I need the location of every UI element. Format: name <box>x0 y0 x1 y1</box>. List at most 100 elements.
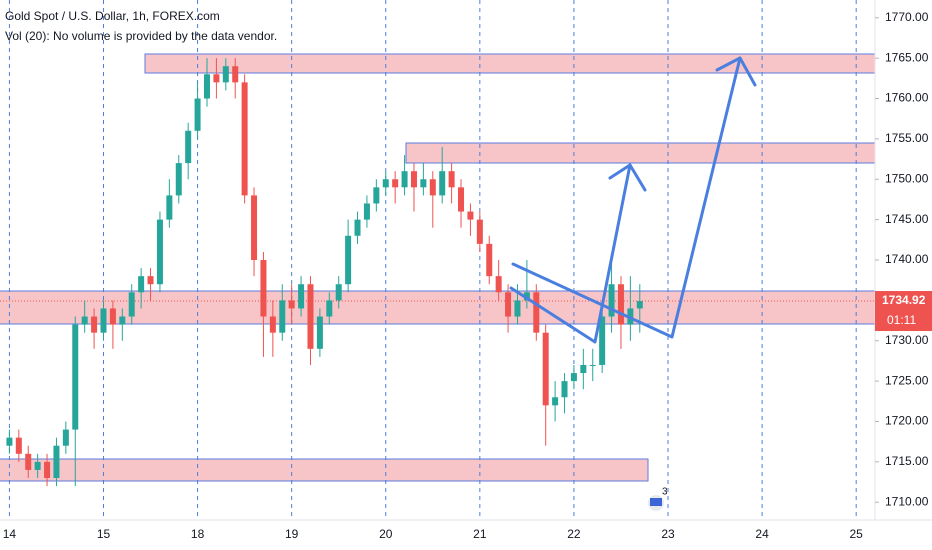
drawings <box>0 53 876 482</box>
candle-body <box>429 179 436 196</box>
candle-body <box>307 284 314 349</box>
candle-body <box>476 219 483 244</box>
candle-body <box>175 163 182 196</box>
candle-body <box>467 211 474 220</box>
x-tick-label: 22 <box>567 527 581 541</box>
candle-body <box>495 276 502 293</box>
candle-body <box>570 373 577 382</box>
candle-body <box>608 284 615 317</box>
last-price-box <box>875 291 932 332</box>
y-tick-label: 1745.00 <box>885 212 929 226</box>
candle-body <box>232 66 239 83</box>
candle-body <box>109 308 116 325</box>
resistance-zone[interactable] <box>405 142 876 164</box>
candle-body <box>486 243 493 277</box>
candle-body <box>251 195 258 260</box>
candle-body <box>25 453 32 470</box>
y-tick-label: 1765.00 <box>885 50 929 64</box>
candle-body <box>420 179 427 188</box>
y-tick-label: 1760.00 <box>885 91 929 105</box>
support-zone[interactable] <box>0 290 876 325</box>
trend-drawings <box>509 56 757 344</box>
trend-arrow[interactable] <box>511 56 742 339</box>
badge-count: 3 <box>662 487 668 498</box>
arrow-head <box>715 56 757 87</box>
candle-body <box>363 203 370 220</box>
candle-body <box>128 292 135 317</box>
support-zone[interactable] <box>0 458 649 482</box>
candle-body <box>458 187 465 212</box>
candle-body <box>44 461 51 479</box>
x-tick-label: 23 <box>661 527 675 541</box>
events-badge[interactable]: 3 <box>648 487 668 511</box>
trend-arrow[interactable] <box>509 163 632 344</box>
candle-body <box>617 284 624 325</box>
candle-body <box>552 397 559 406</box>
y-tick-label: 1710.00 <box>885 494 929 508</box>
candle-body <box>448 171 455 188</box>
x-tick-label: 20 <box>379 527 393 541</box>
candle-body <box>203 74 210 99</box>
candle-body <box>542 332 549 406</box>
y-tick-label: 1770.00 <box>885 10 929 24</box>
candle-body <box>589 364 596 366</box>
candle-body <box>213 74 220 83</box>
candle-body <box>156 219 163 285</box>
x-tick-label: 18 <box>191 527 205 541</box>
chart-title: Gold Spot / U.S. Dollar, 1h, FOREX.com <box>5 9 220 23</box>
candle-body <box>392 179 399 188</box>
candle-body <box>316 316 323 349</box>
candle-body <box>439 171 446 196</box>
candle-body <box>147 276 154 285</box>
y-tick-label: 1725.00 <box>885 373 929 387</box>
candle-body <box>15 437 22 454</box>
y-tick-label: 1755.00 <box>885 131 929 145</box>
candle-body <box>166 195 173 220</box>
y-tick-label: 1720.00 <box>885 414 929 428</box>
x-tick-label: 14 <box>3 527 17 541</box>
flag-icon <box>650 498 662 506</box>
candle-body <box>91 316 98 333</box>
candle-body <box>279 300 286 333</box>
candle-body <box>53 445 60 479</box>
candle-body <box>514 300 521 317</box>
countdown-label: 01:11 <box>887 313 916 327</box>
x-tick-label: 21 <box>473 527 487 541</box>
candle-body <box>382 179 389 188</box>
candle-body <box>326 300 333 317</box>
resistance-zone[interactable] <box>144 53 876 74</box>
candle-body <box>505 292 512 317</box>
candle-body <box>269 316 276 333</box>
candle-body <box>580 364 587 374</box>
candle-body <box>138 276 145 293</box>
candle-body <box>354 219 361 236</box>
candle-body <box>533 292 540 333</box>
candle-body <box>523 292 530 301</box>
candle-body <box>260 260 267 317</box>
y-tick-label: 1730.00 <box>885 333 929 347</box>
y-tick-label: 1740.00 <box>885 252 929 266</box>
candle-body <box>373 187 380 204</box>
candle-body <box>335 284 342 301</box>
arrow-head <box>608 163 647 192</box>
y-tick-label: 1750.00 <box>885 171 929 185</box>
y-tick-label: 1715.00 <box>885 454 929 468</box>
x-tick-label: 15 <box>97 527 111 541</box>
candle-body <box>185 130 192 164</box>
candle-body <box>561 381 568 398</box>
candle-body <box>636 301 643 309</box>
candle-body <box>6 437 13 446</box>
x-tick-label: 24 <box>755 527 769 541</box>
candle-body <box>222 66 229 83</box>
x-tick-label: 19 <box>285 527 299 541</box>
candle-body <box>345 235 352 285</box>
candle-body <box>288 300 295 309</box>
candle-body <box>34 461 41 470</box>
candle-body <box>119 316 126 325</box>
candle-body <box>81 316 88 325</box>
candle-body <box>194 98 201 131</box>
candle-body <box>298 284 305 309</box>
candle-body <box>410 171 417 188</box>
candle-body <box>72 324 79 430</box>
